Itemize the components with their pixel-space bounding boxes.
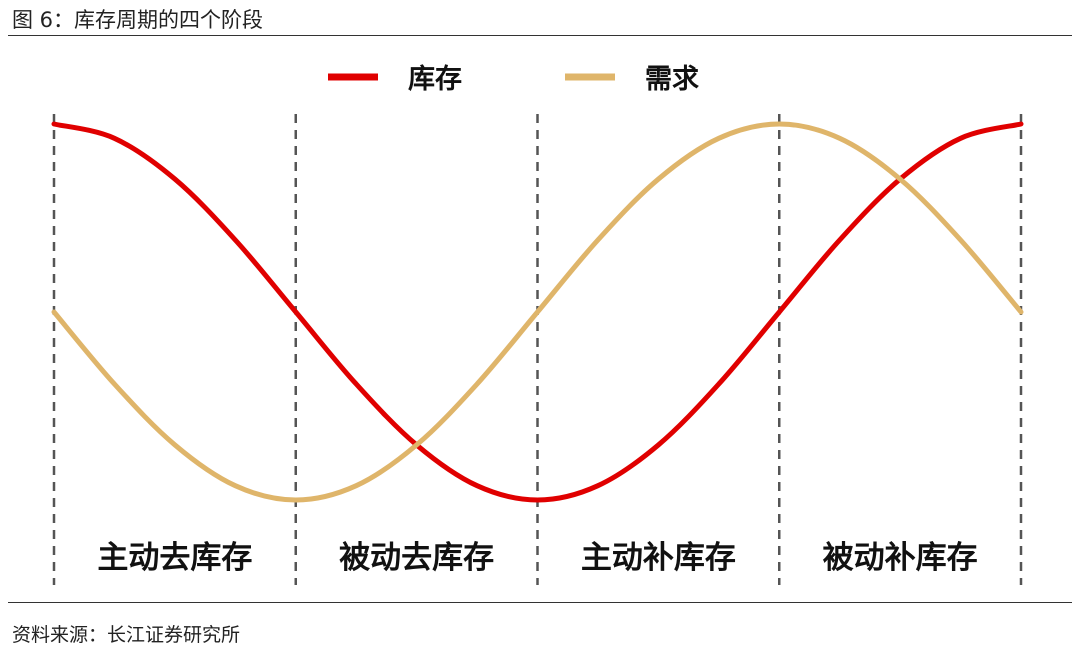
source-note: 资料来源：长江证券研究所 [12, 624, 241, 646]
series-line-demand [51, 121, 1024, 503]
series-line-inventory [51, 121, 1024, 503]
phase-dividers [52, 114, 1023, 585]
top-rule [8, 35, 1072, 36]
legend: 库存 需求 [328, 64, 699, 95]
figure-title: 图 6：库存周期的四个阶段 [12, 8, 264, 32]
phase-label-1: 主动去库存 [97, 540, 252, 576]
phase-label-4: 被动补库存 [823, 540, 978, 576]
phase-label-2: 被动去库存 [339, 540, 494, 576]
phase-label-3: 主动补库存 [581, 540, 736, 576]
series-lines [51, 121, 1024, 503]
legend-label-demand: 需求 [645, 64, 699, 95]
phase-labels: 主动去库存 被动去库存 主动补库存 被动补库存 [97, 540, 977, 576]
bottom-rule [8, 602, 1072, 603]
legend-label-inventory: 库存 [408, 64, 462, 95]
